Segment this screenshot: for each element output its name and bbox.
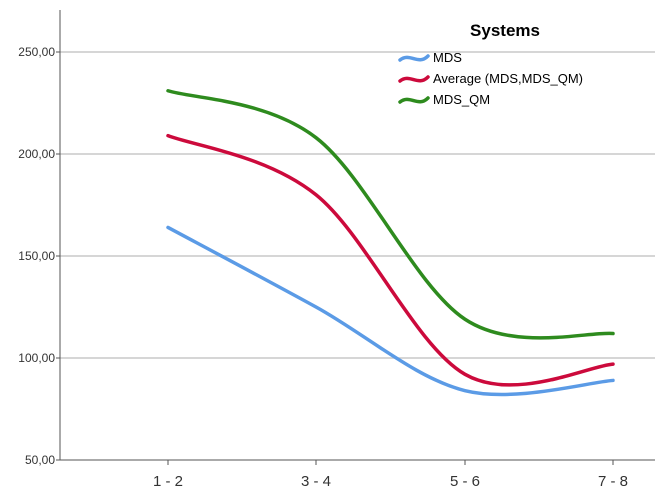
series-line-average-mds-mds-qm bbox=[166, 133, 615, 387]
axes: 50,00 100,00 150,00 200,00 250,00 1 - 2 3 - 4 5… bbox=[18, 10, 655, 490]
x-tick-label: 3 - 4 bbox=[301, 473, 331, 490]
y-tick-label: 250,00 bbox=[18, 45, 55, 59]
legend-label: MDS bbox=[433, 50, 462, 65]
series-line-mds bbox=[166, 225, 615, 397]
legend-label: Average (MDS,MDS_QM) bbox=[433, 71, 583, 86]
legend-swatch bbox=[398, 75, 430, 83]
y-tick-label: 200,00 bbox=[18, 147, 55, 161]
y-tick-label: 150,00 bbox=[18, 249, 55, 263]
legend-swatch bbox=[398, 54, 430, 62]
series-line-mds-qm bbox=[166, 89, 615, 340]
legend-title: Systems bbox=[470, 21, 540, 40]
legend-swatch bbox=[398, 96, 430, 104]
legend: Systems MDS Average (MDS,MDS_QM) MDS_QM bbox=[398, 21, 583, 107]
x-tick-label: 7 - 8 bbox=[598, 473, 628, 490]
series-lines bbox=[166, 89, 615, 397]
gridlines bbox=[60, 51, 655, 359]
x-tick-label: 1 - 2 bbox=[153, 473, 183, 490]
x-tick-label: 5 - 6 bbox=[450, 473, 480, 490]
y-tick-label: 100,00 bbox=[18, 351, 55, 365]
legend-label: MDS_QM bbox=[433, 92, 490, 107]
y-tick-label: 50,00 bbox=[25, 453, 55, 467]
